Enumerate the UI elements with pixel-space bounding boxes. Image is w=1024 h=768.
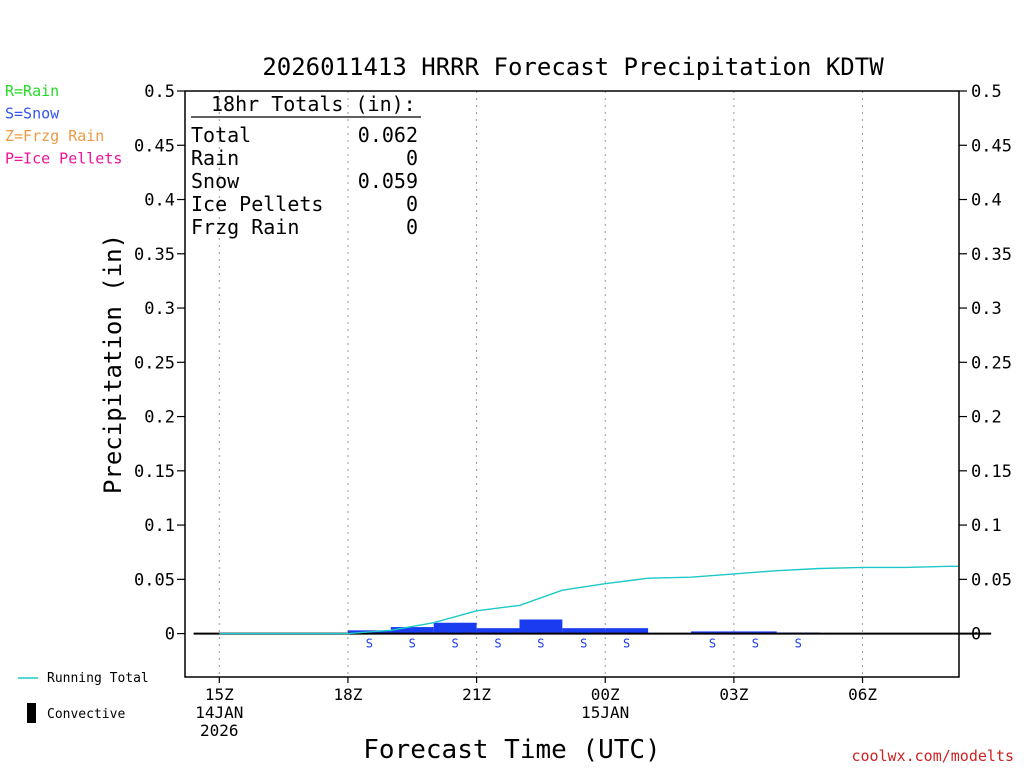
y-tick-label-right: 0.2: [971, 408, 1002, 428]
precip-type-marker: S: [752, 637, 759, 651]
convective-legend-swatch: [27, 703, 36, 723]
y-axis-label: Precipitation (in): [99, 234, 127, 494]
precip-type-marker: S: [366, 637, 373, 651]
y-tick-label-right: 0.4: [971, 191, 1002, 211]
y-tick-label-right: 0: [971, 625, 981, 645]
precip-bar: [390, 627, 434, 634]
x-tick-label: 15JAN: [581, 703, 629, 722]
precip-type-marker: S: [452, 637, 459, 651]
y-tick-label-right: 0.05: [971, 570, 1012, 590]
totals-rows: Total 0.062 Rain 0 Snow 0.059 Ice Pellets 0 Frzg…: [191, 123, 418, 239]
y-tick-label-right: 0.45: [971, 136, 1012, 156]
y-tick-label-right: 0.15: [971, 462, 1012, 482]
precip-bar: [605, 628, 649, 634]
x-axis-label: Forecast Time (UTC): [363, 735, 660, 765]
x-tick-label: 14JAN: [195, 703, 243, 722]
x-tick-label: 06Z: [848, 685, 877, 704]
bottom-legend: Running Total Convective: [18, 671, 149, 723]
x-tick-label: 18Z: [333, 685, 362, 704]
precip-type-marker: S: [580, 637, 587, 651]
hourly-precip-bars: [347, 619, 820, 634]
precip-type-marker: S: [494, 637, 501, 651]
y-tick-label: 0.15: [134, 462, 175, 482]
precip-bar: [476, 628, 520, 634]
precip-type-marker: S: [709, 637, 716, 651]
precip-bar: [690, 631, 734, 634]
y-tick-label-right: 0.35: [971, 245, 1012, 265]
totals-row-label: Total: [191, 123, 251, 147]
x-tick-label: 15Z: [205, 685, 234, 704]
running-total-legend-label: Running Total: [47, 671, 149, 686]
totals-box: 18hr Totals (in): Total 0.062 Rain 0 Snow 0.0…: [191, 92, 421, 239]
totals-header: 18hr Totals (in):: [211, 92, 416, 116]
totals-row-value: 0.062: [358, 123, 418, 147]
totals-row-label: Frzg Rain: [191, 215, 299, 239]
x-tick-label: 2026: [200, 721, 239, 740]
x-tick-label: 03Z: [719, 685, 748, 704]
y-tick-label: 0.45: [134, 136, 175, 156]
y-tick-label: 0.35: [134, 245, 175, 265]
running-total-line: [219, 565, 959, 635]
x-tick-label: 00Z: [591, 685, 620, 704]
totals-row-label: Ice Pellets: [191, 192, 323, 216]
chart-title: 2026011413 HRRR Forecast Precipitation K…: [262, 53, 884, 81]
precip-type-legend-item: S=Snow: [5, 105, 60, 123]
totals-row-value: 0: [406, 215, 418, 239]
y-axis-right: 0 0.05 0.1 0.15 0.2 0.25 0.3 0.35 0.4 0.45 0.5: [959, 82, 1012, 645]
y-tick-label-right: 0.1: [971, 516, 1002, 536]
plot-frame: [184, 90, 960, 678]
y-tick-label: 0.5: [144, 82, 175, 102]
precip-bar: [733, 631, 777, 634]
totals-row-value: 0: [406, 192, 418, 216]
y-tick-label-right: 0.3: [971, 299, 1002, 319]
totals-row-value: 0: [406, 146, 418, 170]
y-tick-label: 0.05: [134, 570, 175, 590]
vertical-gridlines: [218, 91, 864, 677]
y-tick-label: 0.25: [134, 353, 175, 373]
totals-row-value: 0.059: [358, 169, 418, 193]
precip-bar: [433, 622, 477, 634]
y-tick-label: 0.2: [144, 408, 175, 428]
precip-type-marker: S: [537, 637, 544, 651]
totals-row-label: Snow: [191, 169, 240, 193]
y-axis-left: 0 0.05 0.1 0.15 0.2 0.25 0.3 0.35 0.4 0.45 0.5: [134, 82, 185, 645]
y-tick-label: 0.3: [144, 299, 175, 319]
totals-row-label: Rain: [191, 146, 239, 170]
precip-type-legend: R=Rain S=Snow Z=Frzg Rain P=Ice Pellets: [5, 82, 122, 168]
y-tick-label-right: 0.25: [971, 353, 1012, 373]
y-tick-label: 0.4: [144, 191, 175, 211]
x-tick-label: 21Z: [462, 685, 491, 704]
precip-bar: [519, 619, 563, 634]
precip-type-marker: S: [623, 637, 630, 651]
convective-legend-label: Convective: [47, 707, 125, 722]
precip-type-legend-item: R=Rain: [5, 82, 59, 100]
precip-type-marker: S: [409, 637, 416, 651]
precip-type-legend-item: P=Ice Pellets: [5, 150, 122, 168]
credit-text: coolwx.com/modelts: [851, 747, 1014, 765]
precip-bar: [562, 628, 606, 634]
precip-type-legend-item: Z=Frzg Rain: [5, 127, 104, 145]
y-tick-label: 0: [165, 625, 175, 645]
y-tick-label-right: 0.5: [971, 82, 1002, 102]
y-tick-label: 0.1: [144, 516, 175, 536]
precip-type-marker: S: [795, 637, 802, 651]
